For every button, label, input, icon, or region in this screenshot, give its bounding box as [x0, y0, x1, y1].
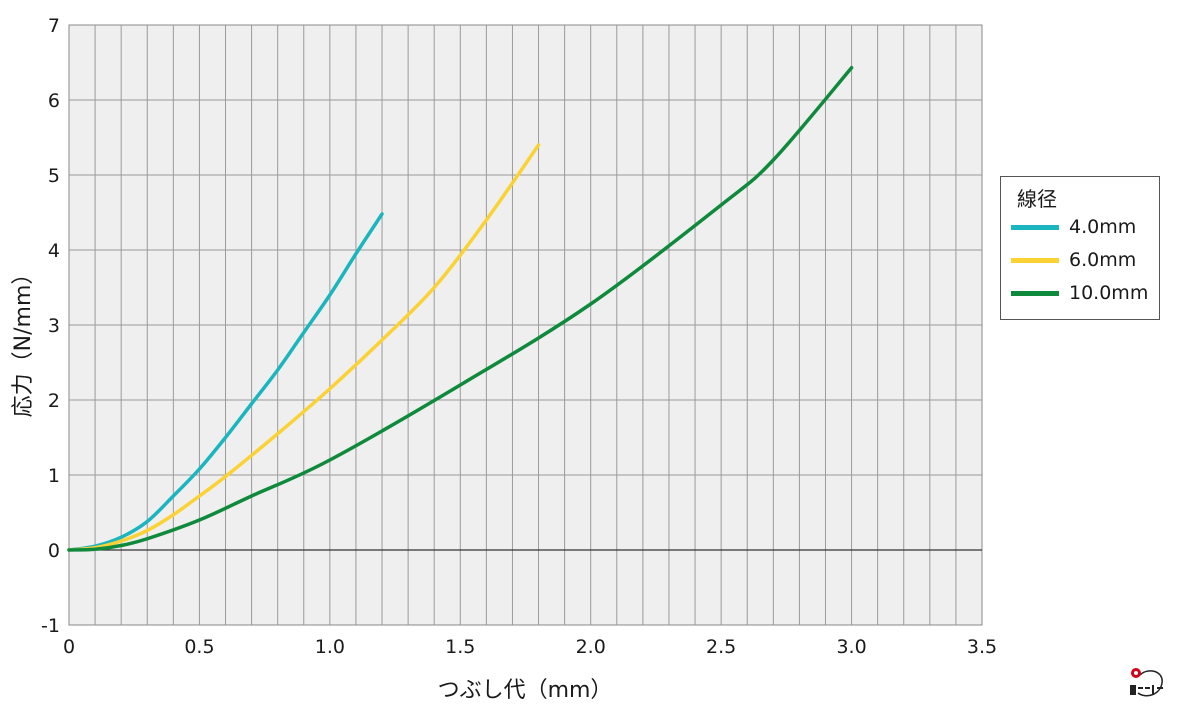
y-tick-label: -1: [41, 615, 60, 637]
series-line: [67, 143, 541, 552]
legend-item: 6.0mm: [1011, 248, 1136, 272]
x-axis-label: つぶし代（mm）: [438, 678, 613, 703]
legend-title: 線径: [1017, 187, 1057, 211]
grid: [69, 25, 982, 625]
y-tick-label: 3: [48, 315, 60, 337]
legend-label: 4.0mm: [1069, 216, 1137, 238]
series-line: [67, 66, 854, 552]
series-lines: [67, 66, 854, 552]
x-tick-label: 2.5: [706, 636, 736, 658]
legend: 線径 4.0mm 6.0mm 10.0mm: [1000, 176, 1160, 320]
y-tick-label: 0: [48, 540, 60, 562]
series-line: [67, 212, 384, 552]
y-tick-label: 5: [48, 165, 60, 187]
legend-item: 10.0mm: [1011, 281, 1148, 305]
x-tick-label: 3.5: [967, 636, 997, 658]
legend-swatch: [1011, 290, 1059, 296]
x-tick-label: 0: [63, 636, 75, 658]
legend-item: 4.0mm: [1011, 215, 1136, 239]
x-tick-label: 1.5: [445, 636, 475, 658]
y-axis-label: 応力（N/mm）: [11, 263, 36, 418]
legend-label: 10.0mm: [1069, 282, 1149, 304]
x-tick-label: 1.0: [315, 636, 345, 658]
x-tick-label: 2.0: [576, 636, 606, 658]
y-tick-label: 7: [48, 15, 60, 37]
y-tick-label: 4: [48, 240, 60, 262]
legend-swatch: [1011, 257, 1059, 263]
company-logo: [1130, 668, 1163, 697]
x-tick-label: 3.0: [836, 636, 866, 658]
x-tick-label: 0.5: [184, 636, 214, 658]
legend-label: 6.0mm: [1069, 249, 1137, 271]
y-tick-label: 1: [48, 465, 60, 487]
y-axis-ticks: -1 0 1 2 3 4 5 6 7: [41, 15, 60, 637]
y-tick-label: 6: [48, 90, 60, 112]
y-tick-label: 2: [48, 390, 60, 412]
legend-swatch: [1011, 224, 1059, 230]
x-axis-ticks: 0 0.5 1.0 1.5 2.0 2.5 3.0 3.5: [63, 636, 997, 658]
